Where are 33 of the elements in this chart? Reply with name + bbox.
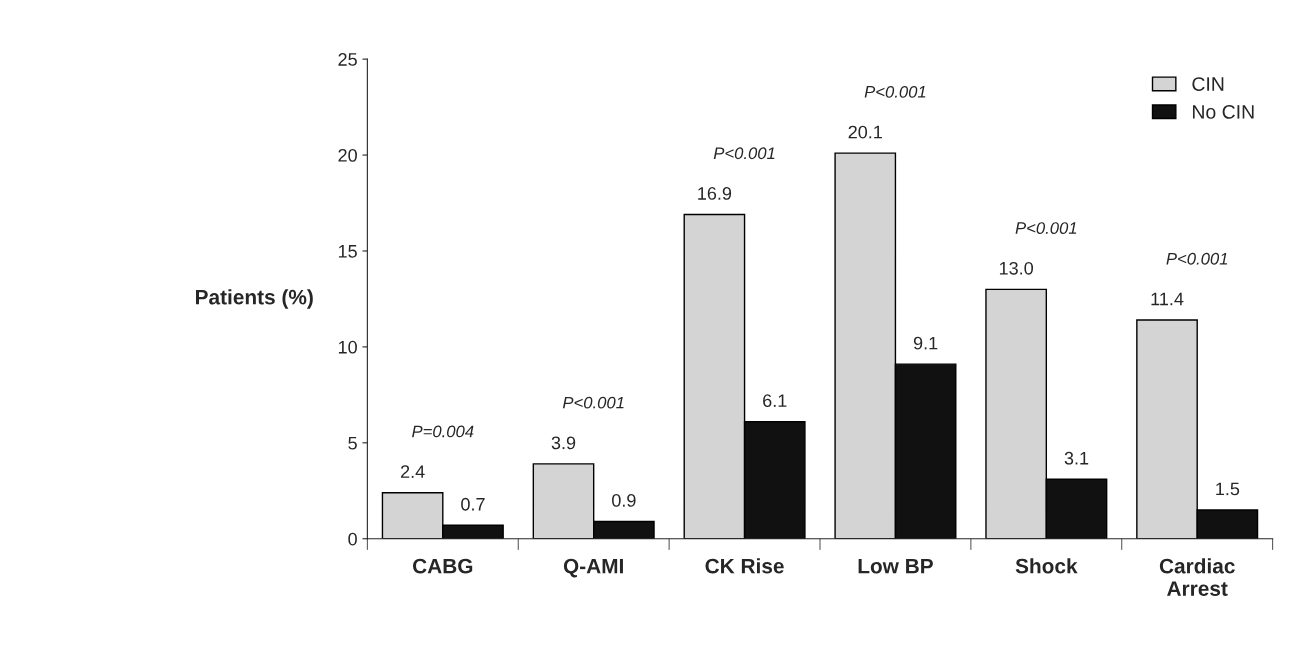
data-label: 3.9	[551, 436, 576, 450]
y-tick-label: 15	[338, 245, 357, 258]
y-tick-label: 25	[338, 53, 357, 66]
data-label: 9.1	[913, 336, 938, 350]
x-tick-label: Q-AMI	[563, 558, 623, 578]
y-tick-label: 0	[348, 532, 357, 546]
data-label: 1.5	[1216, 482, 1240, 496]
annotation: P=0.004	[412, 425, 474, 438]
data-label: 6.1	[763, 394, 787, 408]
annotation: P<0.001	[713, 147, 775, 160]
annotation: P<0.001	[1015, 222, 1077, 234]
legend-label: No CIN	[1192, 104, 1254, 119]
annotation: P<0.001	[1166, 252, 1228, 265]
y-tick-label: 10	[338, 340, 357, 354]
x-tick-label: Cardiac Arrest	[1159, 558, 1235, 596]
x-tick-label: CABG	[412, 558, 473, 574]
y-axis-title: Patients (%)	[196, 289, 313, 309]
y-tick-label: 20	[338, 148, 357, 162]
data-label: 0.7	[461, 497, 485, 511]
y-tick-label: 5	[348, 436, 357, 450]
data-label: 3.1	[1064, 451, 1089, 465]
x-tick-label: CK Rise	[705, 558, 784, 574]
legend-label: CIN	[1192, 77, 1224, 91]
data-label: 16.9	[698, 187, 732, 200]
data-label: 0.9	[612, 494, 636, 507]
x-tick-label: Shock	[1015, 558, 1078, 574]
data-label: 2.4	[400, 465, 425, 478]
annotation: P<0.001	[562, 396, 624, 409]
data-label: 13.0	[999, 261, 1034, 275]
data-label: 20.1	[848, 125, 882, 139]
x-tick-label: Low BP	[858, 558, 933, 574]
data-label: 11.4	[1151, 292, 1184, 306]
annotation: P<0.001	[864, 85, 926, 98]
